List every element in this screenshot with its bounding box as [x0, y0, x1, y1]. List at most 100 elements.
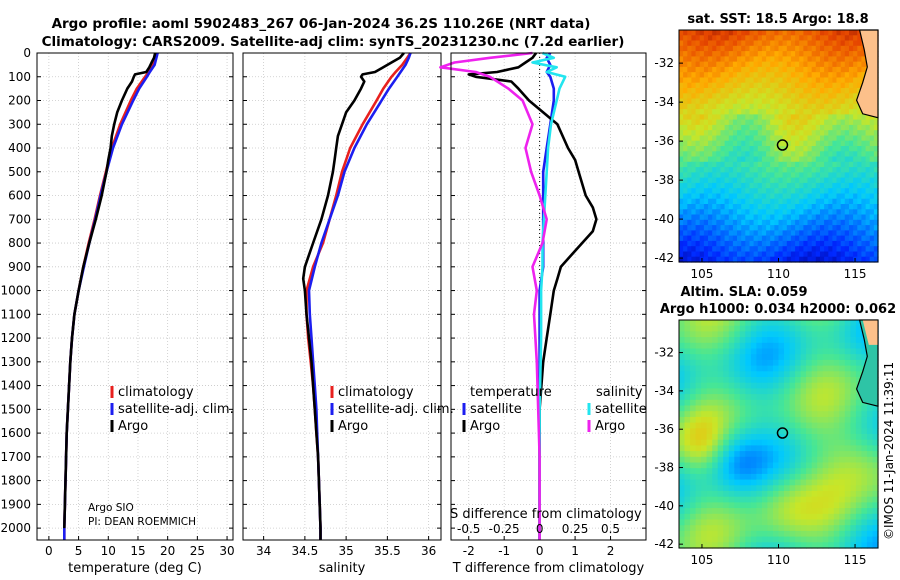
map-cell	[687, 119, 692, 126]
map-cell	[836, 98, 842, 105]
map-cell	[811, 51, 817, 57]
map-cell	[811, 473, 818, 481]
map-cell	[800, 416, 807, 424]
map-cell	[849, 235, 854, 242]
map-cell	[786, 109, 792, 115]
map-cell	[753, 72, 759, 79]
map-cell	[811, 198, 817, 205]
map-cell	[803, 61, 809, 68]
map-cell	[706, 519, 713, 526]
map-cell	[800, 434, 807, 441]
map-cell	[795, 428, 802, 435]
map-cell	[857, 230, 862, 237]
map-cell	[712, 251, 717, 258]
map-cell	[844, 491, 851, 498]
map-cell	[844, 82, 850, 89]
map-cell	[799, 51, 804, 57]
map-cell	[757, 188, 763, 195]
map-cell	[728, 151, 734, 158]
map-cell	[807, 209, 813, 216]
map-cell	[683, 93, 688, 100]
map-cell	[745, 399, 752, 407]
map-cell	[817, 348, 824, 355]
map-cell	[832, 109, 838, 115]
map-cell	[778, 119, 784, 126]
map-cell	[695, 135, 701, 142]
map-cell	[739, 342, 746, 350]
map-cell	[774, 30, 780, 36]
map-cell	[720, 151, 726, 158]
map-cell	[784, 485, 791, 492]
map-cell	[687, 93, 692, 100]
map-cell	[789, 371, 796, 378]
map-cell	[820, 135, 825, 142]
map-cell	[815, 88, 821, 94]
map-cell	[857, 235, 862, 242]
map-cell	[717, 485, 724, 492]
map-cell	[770, 93, 775, 100]
map-cell	[811, 246, 817, 253]
map-cell	[690, 331, 697, 338]
map-cell	[712, 93, 717, 100]
map-cell	[716, 225, 721, 231]
map-cell	[866, 428, 873, 435]
map-cell	[853, 151, 858, 158]
map-cell	[679, 462, 686, 469]
map-cell	[774, 61, 780, 68]
legend-argo-label: Argo	[118, 419, 148, 434]
map-cell	[861, 491, 868, 498]
map-cell	[803, 225, 809, 231]
map-cell	[778, 399, 785, 407]
map-cell	[822, 485, 829, 492]
map-cell	[717, 456, 724, 464]
map-cell	[789, 342, 796, 350]
map-cell	[767, 536, 774, 543]
map-cell	[708, 225, 713, 231]
map-cell	[741, 172, 746, 179]
map-cell	[786, 98, 792, 105]
map-cell	[701, 525, 708, 532]
map-cell	[790, 30, 796, 36]
map-cell	[683, 140, 688, 147]
map-cell	[695, 359, 702, 367]
map-cell	[778, 240, 784, 247]
map-cell	[844, 193, 850, 200]
map-cell	[695, 445, 702, 452]
map-cell	[857, 72, 862, 79]
map-cell	[699, 82, 705, 89]
map-cell	[773, 348, 780, 355]
map-cell	[844, 119, 850, 126]
map-cell	[820, 61, 825, 68]
map-cell	[850, 525, 857, 532]
map-cell	[712, 204, 717, 210]
map-cell	[786, 256, 792, 263]
map-cell	[795, 496, 802, 503]
map-cell	[855, 365, 862, 372]
map-cell	[790, 56, 796, 63]
map-cell	[679, 151, 684, 158]
depth-tick-label: 600	[8, 189, 31, 203]
map-cell	[790, 45, 796, 52]
map-cell	[734, 491, 741, 498]
map-cell	[795, 151, 800, 158]
map-cell	[753, 93, 759, 100]
map-cell	[828, 30, 833, 36]
float-marker	[776, 139, 789, 151]
map-cell	[734, 434, 741, 441]
map-cell	[790, 193, 796, 200]
map-cell	[811, 251, 817, 258]
map-cell	[849, 119, 854, 126]
map-cell	[766, 172, 771, 179]
map-cell	[840, 225, 846, 231]
map-cell	[774, 45, 780, 52]
map-cell	[782, 214, 788, 221]
map-cell	[872, 473, 879, 481]
map-cell	[761, 530, 768, 538]
map-cell	[770, 109, 775, 115]
map-cell	[822, 428, 829, 435]
map-cell	[803, 35, 809, 42]
map-cell	[836, 51, 842, 57]
map-cell	[817, 365, 824, 372]
map-cell	[753, 82, 759, 89]
map-cell	[741, 40, 746, 47]
